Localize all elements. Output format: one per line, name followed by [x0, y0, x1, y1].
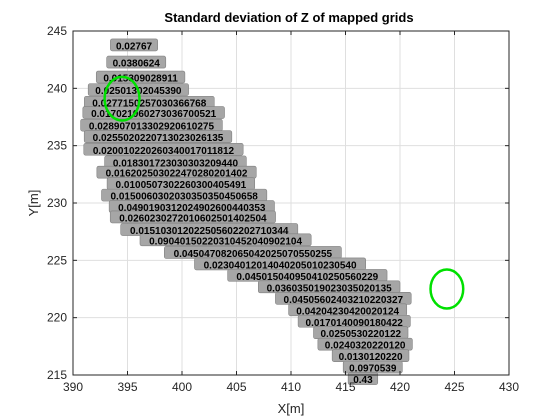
grid-cell-row	[347, 372, 379, 385]
x-tick-label: 395	[117, 380, 137, 394]
x-axis-label: X[m]	[278, 401, 305, 416]
grid-cell-row	[82, 106, 225, 119]
value-label: 0.0255020220713023026135	[93, 133, 224, 144]
x-tick-label: 390	[63, 380, 83, 394]
value-label: 0.045015040950410250560229	[236, 272, 378, 283]
grid-cell-row	[95, 70, 186, 84]
value-label: 0.02304012014040205010230540	[204, 260, 357, 271]
value-label: 0.028907013302920610275	[89, 122, 215, 133]
value-label: 0.0260230272010602501402504	[119, 213, 267, 224]
grid-cell-row	[110, 38, 158, 52]
value-label: 0.0130120220	[339, 352, 403, 363]
chart-title: Standard deviation of Z of mapped grids	[164, 10, 413, 25]
y-axis-label: Y[m]	[26, 190, 41, 217]
y-tick-label: 235	[47, 139, 67, 153]
value-label: 0.017021060273036700521	[91, 109, 217, 120]
grid-cell-row	[106, 55, 167, 69]
x-tick-label: 410	[281, 380, 301, 394]
value-label: 0.04505602403210220327	[284, 295, 404, 306]
value-label: 0.0490190312024902600440353	[118, 203, 266, 214]
value-label: 0.045047082065042025070550255	[174, 249, 333, 260]
value-label: 0.015309028911	[103, 74, 178, 85]
highlight-circles-layer	[103, 75, 465, 310]
value-label: 0.0380624	[113, 59, 161, 70]
value-label: 0.04204230420020124	[296, 306, 399, 317]
value-label: 0.0240320220120	[325, 341, 406, 352]
grid-cell-row	[109, 210, 276, 224]
y-tick-label: 245	[47, 24, 67, 38]
y-tick-label: 230	[47, 196, 67, 210]
value-label: 0.018301723030303209440	[113, 158, 239, 169]
value-label: 0.036035019023035020135	[267, 283, 393, 294]
value-label: 0.015103012022505602202710344	[130, 226, 289, 237]
value-label: 0.0100507302260300405491	[116, 180, 247, 191]
value-label: 0.43	[353, 375, 373, 386]
value-label: 0.02767	[116, 41, 153, 52]
value-label: 0.0250530220122	[320, 329, 401, 340]
x-tick-label: 430	[499, 380, 519, 394]
x-tick-label: 415	[335, 380, 355, 394]
x-tick-label: 420	[390, 380, 410, 394]
grid-cell-row	[139, 233, 312, 247]
value-label: 0.0970539	[349, 364, 397, 375]
ticks-layer: 390 395 400 405 410 415 420 425 430 215 220 225 230 2…	[47, 24, 519, 394]
value-label: 0.016202503022470280201402	[106, 169, 248, 180]
x-tick-label: 405	[226, 380, 246, 394]
value-label: 0.020010220260340017011812	[93, 146, 235, 157]
highlight-circle	[429, 268, 465, 310]
grid-cell-row	[83, 130, 233, 143]
value-label: 0.0170140090180422	[306, 318, 404, 329]
highlight-circle	[103, 75, 141, 122]
y-tick-label: 215	[47, 368, 67, 382]
value-label: 0.0150060302030350350450658	[110, 192, 258, 203]
value-labels-layer: 0.027670.03806240.0153090289110.02501302…	[89, 41, 406, 386]
cells-layer	[80, 38, 413, 385]
y-tick-label: 225	[47, 253, 67, 267]
grid-cell-row	[83, 142, 244, 156]
value-label: 0.09040150220310452040902104	[149, 236, 302, 247]
y-tick-label: 220	[47, 311, 67, 325]
y-tick-label: 240	[47, 81, 67, 95]
x-tick-label: 400	[172, 380, 192, 394]
x-tick-label: 425	[444, 380, 464, 394]
value-label: 0.0277150257030366768	[92, 99, 206, 110]
